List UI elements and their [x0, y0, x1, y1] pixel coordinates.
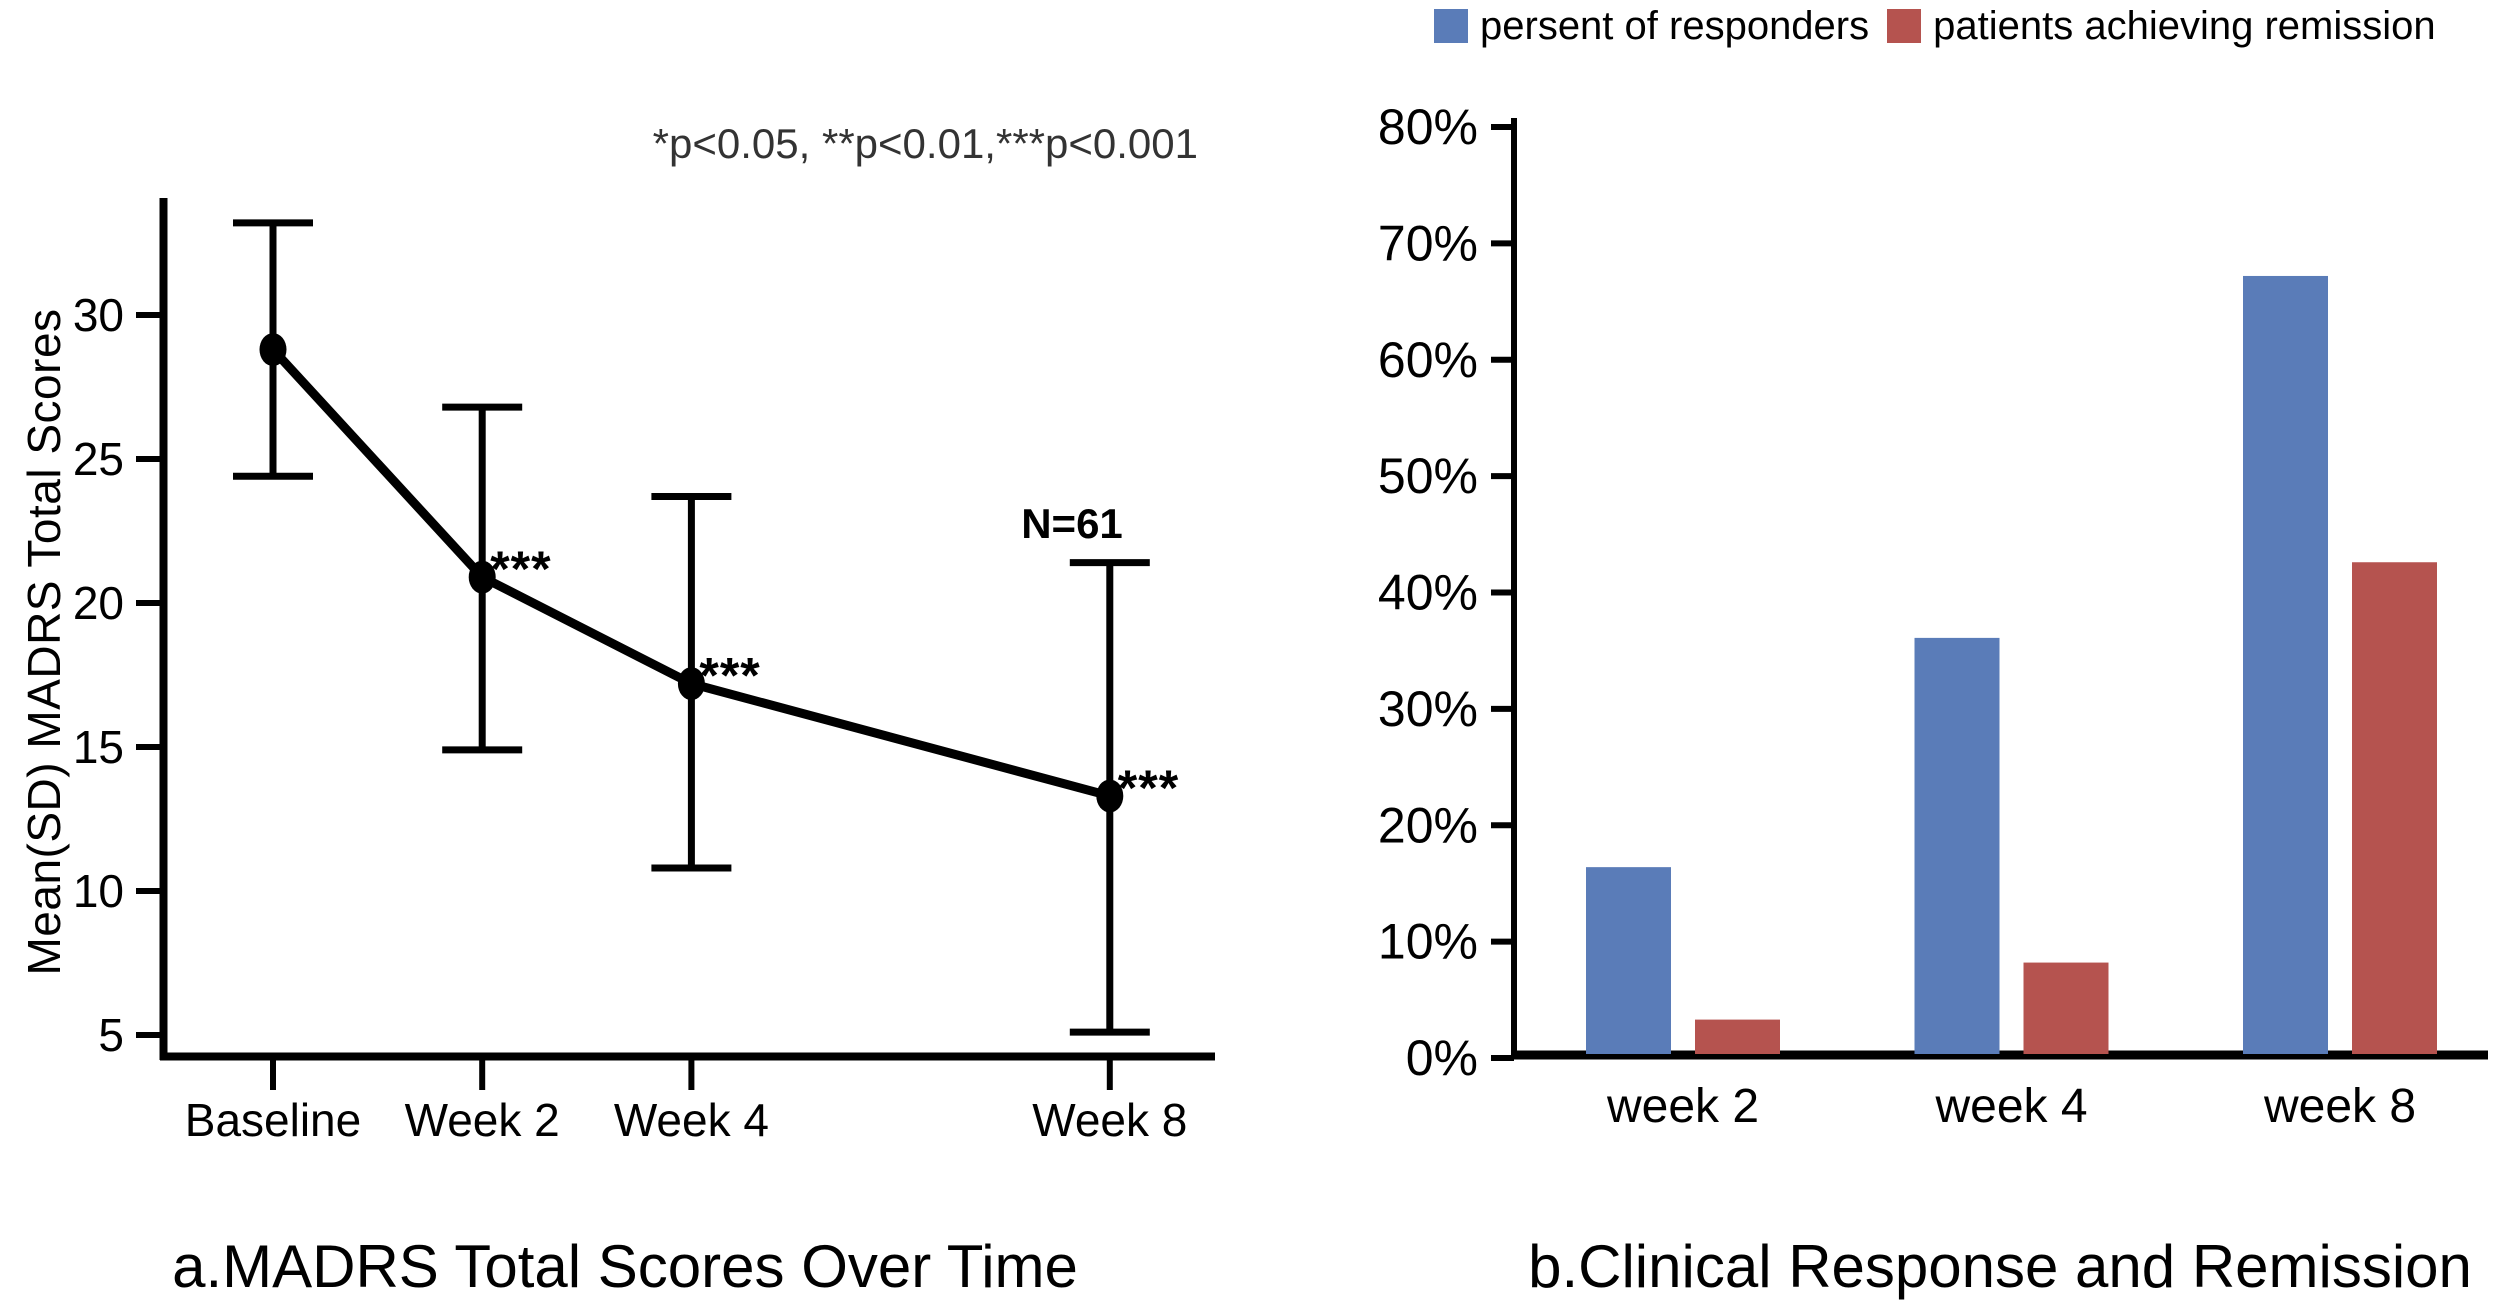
y-tick-label: 5	[98, 1009, 124, 1061]
y-tick-label: 0%	[1406, 1030, 1478, 1086]
bar-week2-series1	[1586, 867, 1671, 1054]
bar-week8-series2	[2352, 562, 2437, 1054]
significance-marker: ***	[490, 541, 551, 597]
y-tick-label: 60%	[1378, 332, 1478, 388]
panel-response-bar-chart: persent of responders patients achieving …	[1250, 0, 2500, 1309]
bar-week4-series1	[1914, 637, 2000, 1054]
significance-marker: ***	[1118, 760, 1179, 816]
legend-item-1: persent of responders	[1434, 4, 1869, 49]
x-tick-label: Week 8	[1032, 1094, 1187, 1146]
y-axis-title: Mean(SD) MADRS Total Scores	[18, 308, 70, 976]
panel-b-caption: b.Clinical Response and Remission	[1528, 1233, 2472, 1300]
y-tick-label: 30%	[1378, 681, 1478, 737]
y-tick-label: 50%	[1378, 448, 1478, 504]
legend-label-2: patients achieving remission	[1933, 3, 2436, 48]
response-bar-chart-svg: 0% 10% 20% 30% 40% 50% 60% 70% 80% week 2 week 4 we…	[1378, 99, 2488, 1133]
x-tick-label: week 4	[1934, 1080, 2087, 1133]
y-tick-label: 30	[73, 289, 124, 341]
bar-week2-series2	[1695, 1019, 1780, 1054]
significance-marker: ***	[699, 648, 760, 704]
y-tick-label: 10	[73, 865, 124, 917]
data-point	[1096, 779, 1124, 813]
madrs-line-chart-svg: 5 10 15 20 25 30 Baseline Week 2 Week 4 Week 8 ***…	[73, 198, 1215, 1146]
y-tick-label: 40%	[1378, 565, 1478, 621]
panel-a-caption: a.MADRS Total Scores Over Time	[172, 1233, 1078, 1300]
significance-note: *p<0.05, **p<0.01,***p<0.001	[652, 120, 1198, 167]
legend-swatch-2	[1887, 9, 1922, 43]
y-tick-label: 25	[73, 433, 124, 485]
x-tick-label: Week 2	[405, 1094, 560, 1146]
y-tick-label: 10%	[1378, 914, 1478, 970]
y-tick-label: 70%	[1378, 215, 1478, 271]
sample-size-label: N=61	[1021, 500, 1123, 547]
legend-label-1: persent of responders	[1480, 3, 1870, 48]
data-point	[259, 333, 287, 367]
x-tick-label: week 8	[2263, 1080, 2416, 1133]
legend-swatch-1	[1434, 9, 1468, 43]
x-tick-label: week 2	[1606, 1080, 1759, 1133]
y-tick-label: 20	[73, 577, 124, 629]
y-tick-label: 20%	[1378, 797, 1478, 853]
x-tick-label: Baseline	[185, 1094, 361, 1146]
panel-madrs-line-chart: 5 10 15 20 25 30 Baseline Week 2 Week 4 Week 8 ***…	[18, 120, 1215, 1300]
y-tick-label: 80%	[1378, 99, 1478, 155]
bar-week8-series1	[2243, 275, 2328, 1055]
bar-week4-series2	[2023, 962, 2109, 1054]
legend-item-2: patients achieving remission	[1887, 3, 2436, 49]
data-point	[468, 560, 496, 594]
x-tick-label: Week 4	[614, 1094, 769, 1146]
y-tick-label: 15	[73, 721, 124, 773]
data-point	[677, 667, 705, 701]
legend: persent of responders patients achieving …	[1434, 4, 2436, 48]
mean-score-line	[269, 346, 1111, 801]
